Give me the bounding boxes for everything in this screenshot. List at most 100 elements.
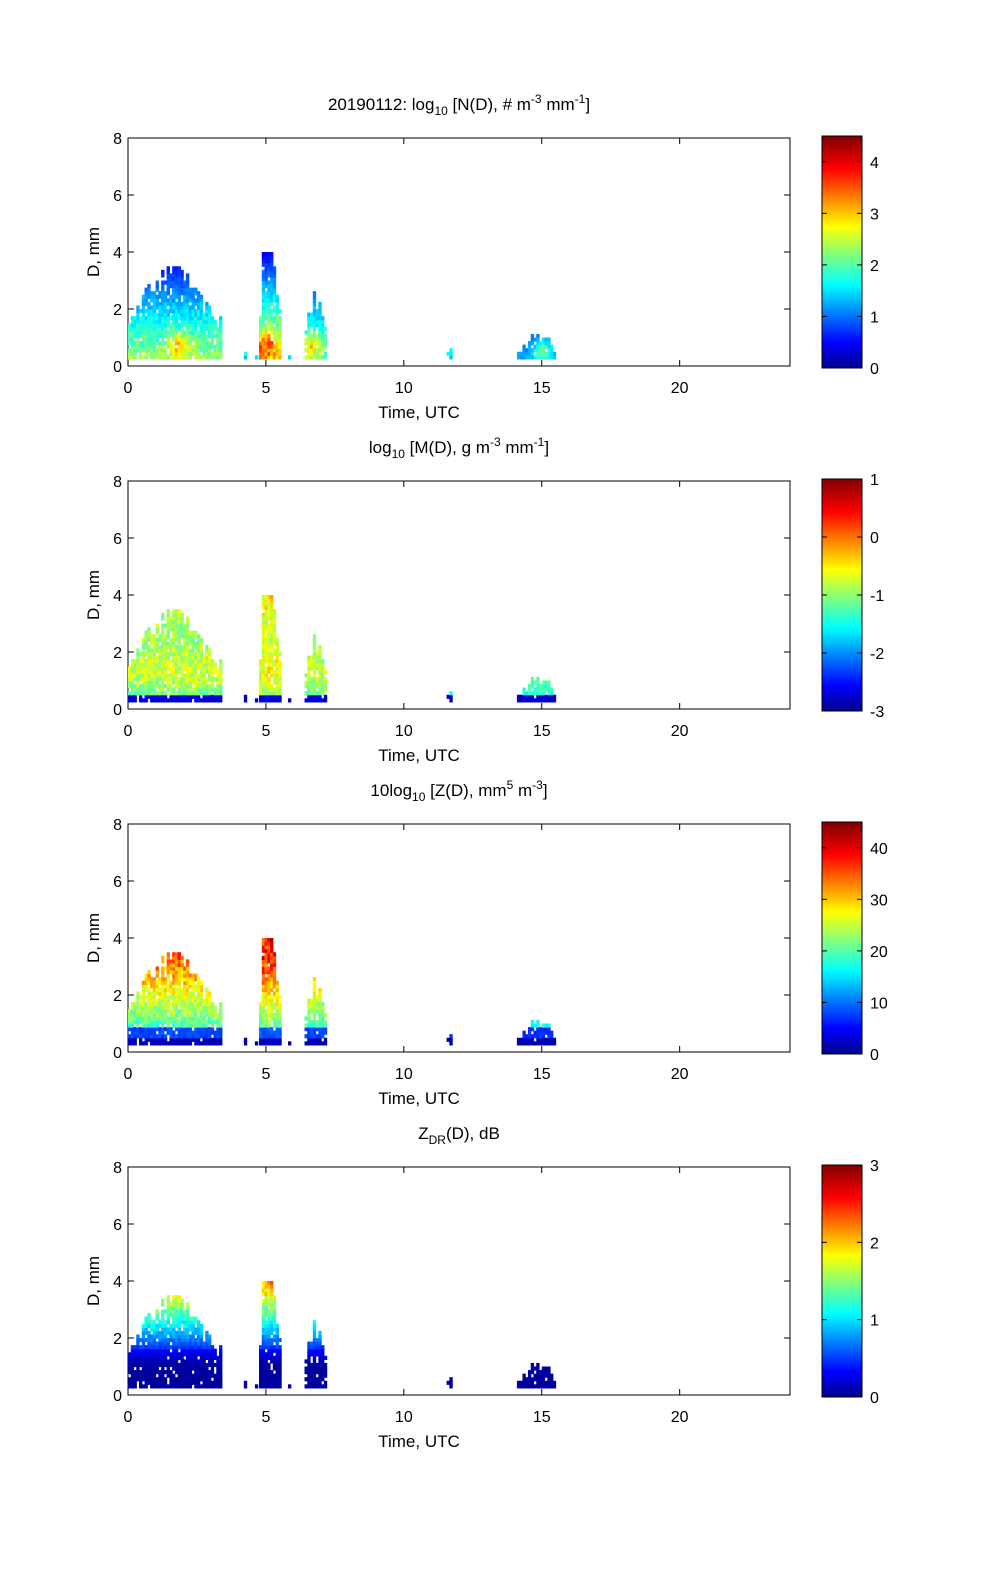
heatmap-cell (312, 301, 317, 307)
heatmap-cell (172, 1348, 176, 1353)
heatmap-cell (267, 294, 271, 299)
heatmap-cell (267, 1041, 271, 1046)
heatmap-cell (185, 634, 190, 639)
heatmap-cell (174, 980, 179, 985)
heatmap-cell (264, 1041, 268, 1046)
heatmap-cell (128, 1370, 132, 1375)
heatmap-cell (205, 1338, 209, 1343)
heatmap-cell (139, 1338, 143, 1343)
heatmap-cell (267, 1377, 271, 1382)
heatmap-cell (207, 662, 212, 667)
heatmap-cell (128, 1019, 132, 1025)
heatmap-cell (150, 1373, 154, 1378)
heatmap-cell (278, 669, 282, 674)
heatmap-cell (270, 319, 274, 324)
heatmap-cell (174, 1320, 179, 1325)
heatmap-cell (141, 1348, 146, 1353)
heatmap-cell (183, 659, 187, 664)
heatmap-cell (264, 323, 268, 328)
heatmap-cell (194, 659, 198, 664)
heatmap-cell (312, 1355, 317, 1360)
heatmap-cell (155, 284, 159, 289)
heatmap-cell (210, 1362, 215, 1368)
heatmap-cell (267, 1338, 271, 1343)
heatmap-cell (530, 348, 535, 353)
heatmap-cell (525, 1034, 529, 1039)
heatmap-cell (270, 684, 274, 689)
heatmap-cell (152, 1002, 157, 1007)
heatmap-cell (318, 669, 322, 674)
heatmap-cell (261, 648, 266, 653)
heatmap-cell (185, 1330, 190, 1336)
heatmap-cell (163, 1377, 168, 1382)
heatmap-cell (318, 309, 322, 314)
heatmap-cell (172, 326, 176, 331)
heatmap-cell (196, 330, 201, 335)
heatmap-cell (205, 1009, 209, 1014)
heatmap-cell (139, 1352, 143, 1357)
heatmap-cell (185, 641, 190, 646)
heatmap-cell (259, 333, 263, 339)
heatmap-cell (533, 344, 537, 349)
heatmap-cell (183, 698, 187, 703)
heatmap-cell (199, 984, 204, 989)
heatmap-cell (172, 1320, 176, 1325)
heatmap-cell (141, 305, 146, 310)
heatmap-cell (180, 1320, 184, 1325)
heatmap-cell (133, 1348, 137, 1353)
heatmap-cell (310, 1352, 314, 1357)
heatmap-cell (144, 344, 148, 349)
heatmap-cell (185, 301, 190, 307)
heatmap-cell (213, 1019, 217, 1025)
heatmap-cell (177, 991, 182, 996)
heatmap-cell (207, 1341, 212, 1346)
heatmap-cell (261, 1366, 266, 1371)
heatmap-cell (318, 1380, 322, 1385)
heatmap-cell (550, 348, 554, 353)
heatmap-cell (177, 1380, 182, 1385)
heatmap-cell (177, 648, 182, 653)
heatmap-cell (261, 1380, 266, 1385)
heatmap-cell (155, 1366, 159, 1371)
heatmap-cell (318, 698, 322, 703)
heatmap-cell (278, 1377, 282, 1382)
heatmap-cell (202, 1009, 206, 1014)
heatmap-cell (158, 1355, 162, 1360)
heatmap-cell (172, 698, 176, 703)
heatmap-cell (174, 326, 179, 331)
heatmap-cell (272, 630, 277, 635)
heatmap-cell (272, 1377, 277, 1382)
heatmap-cell (210, 1016, 215, 1021)
x-tick-label: 10 (395, 380, 413, 397)
heatmap-cell (270, 637, 274, 642)
heatmap-cell (136, 348, 140, 353)
heatmap-cell (158, 637, 162, 642)
heatmap-cell (321, 684, 325, 689)
heatmap-cell (163, 1005, 168, 1010)
heatmap-cell (272, 266, 277, 271)
heatmap-cell (219, 348, 223, 353)
heatmap-cell (213, 666, 217, 671)
heatmap-cell (516, 355, 521, 360)
heatmap-cell (188, 1338, 193, 1343)
heatmap-cell (161, 1302, 165, 1307)
heatmap-cell (150, 1005, 154, 1010)
heatmap-cell (207, 1012, 212, 1017)
heatmap-cell (183, 1366, 187, 1371)
heatmap-cell (158, 1005, 162, 1010)
heatmap-cell (177, 280, 182, 285)
heatmap-cell (158, 351, 162, 356)
heatmap-cell (185, 995, 190, 1000)
heatmap-cell (261, 1323, 266, 1328)
heatmap-cell (205, 684, 209, 689)
heatmap-cell (261, 348, 266, 353)
heatmap-cell (312, 648, 317, 653)
heatmap-cell (155, 691, 159, 696)
heatmap-cell (310, 1041, 314, 1046)
heatmap-cell (312, 1005, 317, 1010)
heatmap-cell (172, 1327, 176, 1332)
heatmap-cell (188, 1366, 193, 1371)
heatmap-cell (158, 991, 162, 996)
heatmap-cell (210, 1019, 215, 1025)
heatmap-cell (194, 698, 198, 703)
